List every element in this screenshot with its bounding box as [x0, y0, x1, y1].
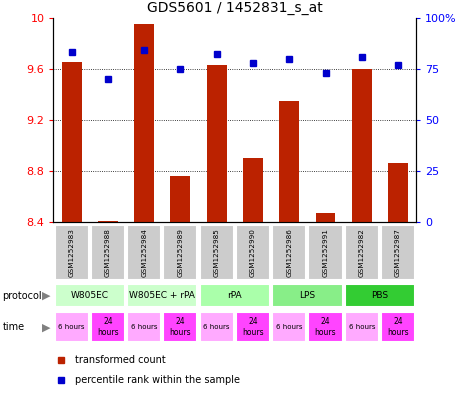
Bar: [388, 163, 408, 222]
Text: LPS: LPS: [299, 291, 315, 300]
Text: W805EC: W805EC: [71, 291, 109, 300]
Text: 6 hours: 6 hours: [59, 324, 85, 330]
Bar: [127, 225, 161, 280]
Text: transformed count: transformed count: [75, 355, 166, 365]
Bar: [381, 225, 415, 280]
Bar: [171, 176, 190, 222]
Bar: [381, 312, 415, 342]
Text: 24
hours: 24 hours: [170, 318, 191, 337]
Text: rPA: rPA: [227, 291, 242, 300]
Bar: [91, 225, 125, 280]
Bar: [236, 312, 270, 342]
Bar: [127, 312, 161, 342]
Bar: [345, 312, 379, 342]
Text: ▶: ▶: [42, 322, 50, 332]
Text: 6 hours: 6 hours: [131, 324, 157, 330]
Text: time: time: [2, 322, 25, 332]
Text: 24
hours: 24 hours: [387, 318, 409, 337]
Title: GDS5601 / 1452831_s_at: GDS5601 / 1452831_s_at: [147, 1, 323, 15]
Bar: [91, 312, 125, 342]
Text: GSM1252984: GSM1252984: [141, 228, 147, 277]
Text: 24
hours: 24 hours: [242, 318, 264, 337]
Bar: [308, 225, 343, 280]
Bar: [272, 312, 306, 342]
Text: GSM1252989: GSM1252989: [178, 228, 183, 277]
Text: GSM1252983: GSM1252983: [69, 228, 74, 277]
Bar: [308, 312, 343, 342]
Text: ▶: ▶: [42, 291, 50, 301]
Bar: [62, 62, 81, 222]
Bar: [199, 284, 270, 307]
Text: W805EC + rPA: W805EC + rPA: [129, 291, 195, 300]
Bar: [272, 284, 343, 307]
Bar: [345, 225, 379, 280]
Bar: [243, 158, 263, 222]
Bar: [316, 213, 335, 222]
Bar: [163, 312, 198, 342]
Text: 24
hours: 24 hours: [315, 318, 336, 337]
Text: GSM1252982: GSM1252982: [359, 228, 365, 277]
Bar: [199, 225, 234, 280]
Bar: [54, 225, 89, 280]
Bar: [236, 225, 270, 280]
Bar: [54, 284, 125, 307]
Bar: [207, 65, 226, 222]
Text: 24
hours: 24 hours: [97, 318, 119, 337]
Text: percentile rank within the sample: percentile rank within the sample: [75, 375, 240, 386]
Text: 6 hours: 6 hours: [349, 324, 375, 330]
Bar: [54, 312, 89, 342]
Bar: [163, 225, 198, 280]
Text: GSM1252990: GSM1252990: [250, 228, 256, 277]
Text: protocol: protocol: [2, 291, 42, 301]
Text: GSM1252988: GSM1252988: [105, 228, 111, 277]
Bar: [98, 221, 118, 222]
Text: GSM1252986: GSM1252986: [286, 228, 292, 277]
Text: 6 hours: 6 hours: [204, 324, 230, 330]
Bar: [352, 69, 372, 222]
Text: 6 hours: 6 hours: [276, 324, 302, 330]
Bar: [272, 225, 306, 280]
Text: GSM1252985: GSM1252985: [214, 228, 219, 277]
Text: GSM1252991: GSM1252991: [323, 228, 328, 277]
Bar: [127, 284, 198, 307]
Bar: [345, 284, 415, 307]
Text: PBS: PBS: [372, 291, 388, 300]
Bar: [134, 24, 154, 222]
Text: GSM1252987: GSM1252987: [395, 228, 401, 277]
Bar: [279, 101, 299, 222]
Bar: [199, 312, 234, 342]
